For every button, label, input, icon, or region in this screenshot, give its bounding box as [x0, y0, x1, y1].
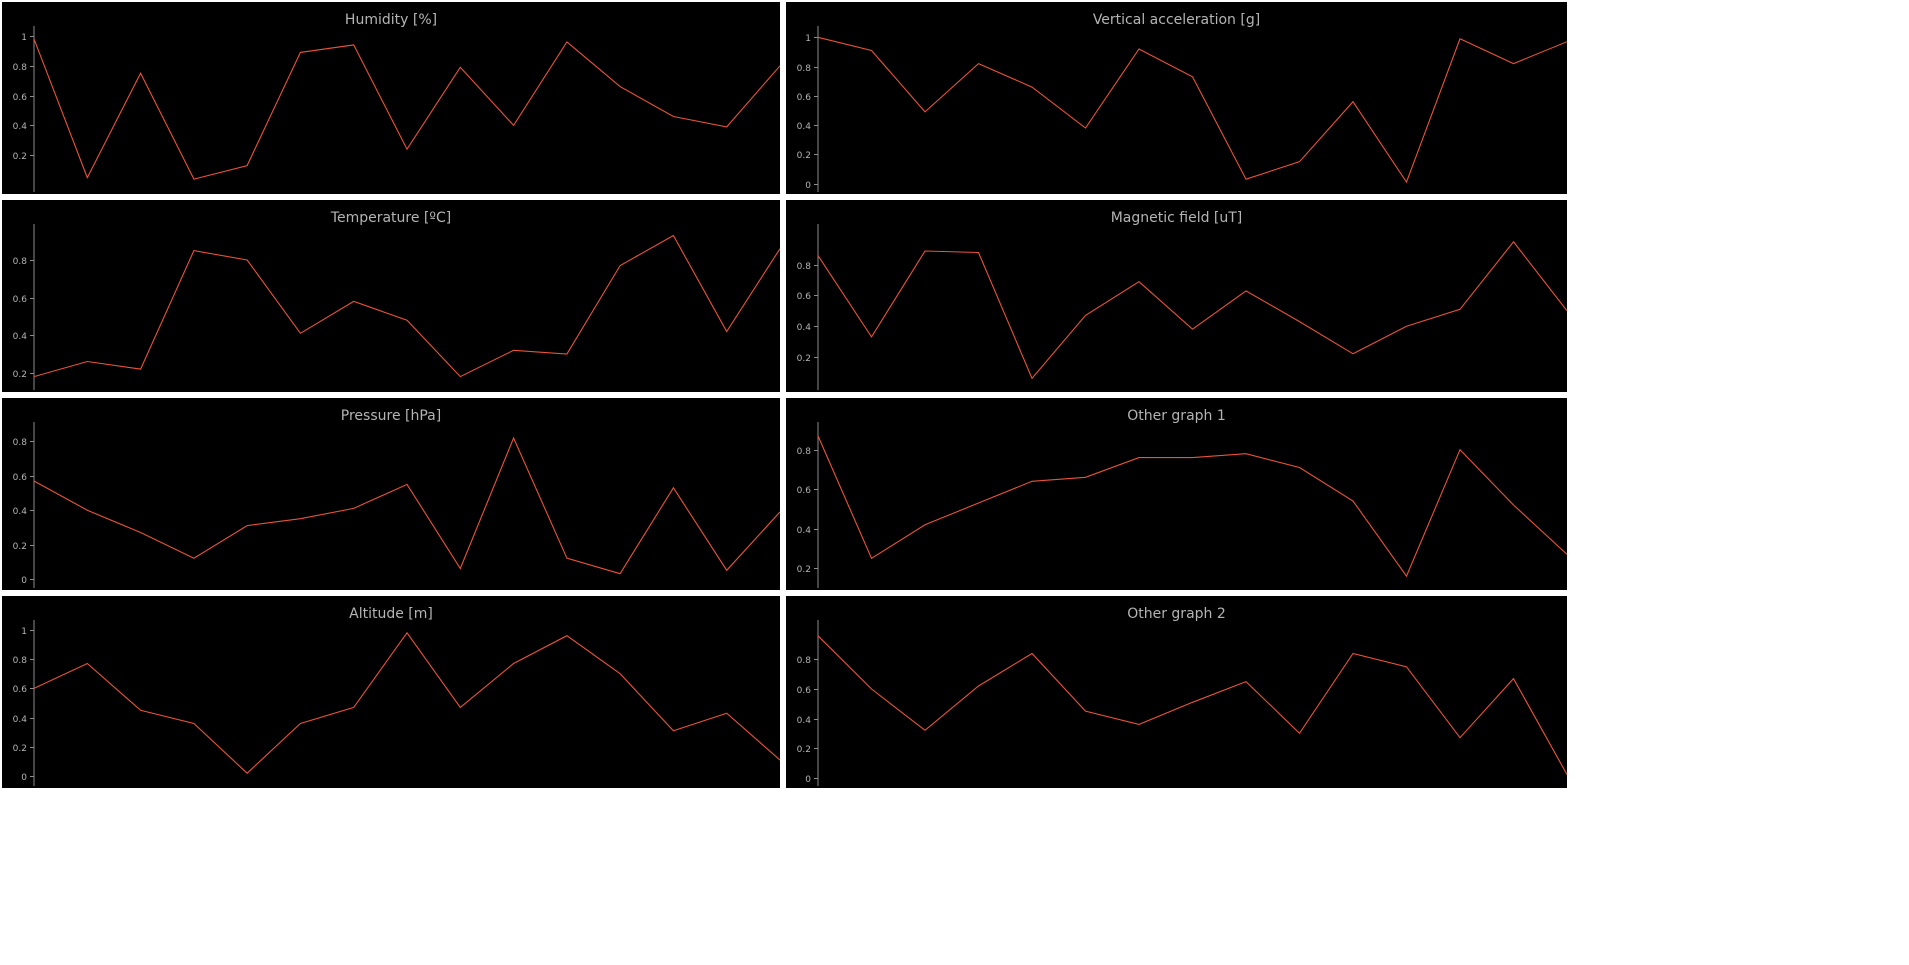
y-tick-label: 0.6 — [13, 295, 28, 305]
y-tick-label: 0.8 — [13, 656, 28, 666]
y-tick-label: 0.4 — [797, 122, 812, 132]
temperature-panel: Temperature [ºC] 0.8 0.6 0.4 0.2 — [2, 200, 780, 392]
other-graph-2-chart: 0.8 0.6 0.4 0.2 0 — [797, 620, 1567, 786]
series-line — [817, 36, 1567, 184]
pressure-chart: 0.8 0.6 0.4 0.2 0 — [13, 422, 780, 588]
chart-title: Other graph 2 — [1127, 606, 1226, 622]
y-tick-label: 0.4 — [13, 122, 28, 132]
magnetic-field-panel: Magnetic field [uT] 0.8 0.6 0.4 0.2 — [786, 200, 1567, 392]
y-tick-label: 0 — [805, 181, 811, 191]
y-tick-label: 0.2 — [797, 565, 811, 575]
y-tick-label: 0.2 — [797, 151, 811, 161]
chart-title: Pressure [hPa] — [340, 408, 442, 424]
y-tick-label: 0.4 — [13, 715, 28, 725]
humidity-chart: 1 0.8 0.6 0.4 0.2 — [13, 26, 780, 192]
chart-title: Altitude [m] — [349, 606, 433, 622]
series-line — [33, 234, 780, 378]
y-tick-label: 0 — [21, 773, 27, 783]
y-tick-label: 0.4 — [797, 716, 812, 726]
series-line — [33, 436, 780, 575]
y-tick-label: 0 — [805, 775, 811, 785]
series-line — [817, 435, 1567, 578]
series-line — [33, 38, 780, 180]
y-tick-label: 0.4 — [797, 323, 812, 333]
other-graph-2-panel: Other graph 2 0.8 0.6 0.4 0.2 0 — [786, 596, 1567, 788]
y-tick-label: 0.2 — [13, 744, 27, 754]
series-line — [817, 240, 1567, 380]
y-tick-label: 0.6 — [13, 93, 28, 103]
vertical-acceleration-panel: Vertical acceleration [g] 1 0.8 0.6 0.4 0.2 0 — [786, 2, 1567, 194]
other-graph-1-chart: 0.8 0.6 0.4 0.2 — [797, 422, 1567, 588]
y-tick-label: 0.2 — [797, 745, 811, 755]
y-tick-label: 0 — [21, 576, 27, 586]
y-tick-label: 0.8 — [13, 257, 28, 267]
y-tick-label: 0.4 — [797, 526, 812, 536]
chart-title: Other graph 1 — [1127, 408, 1226, 424]
altitude-chart: 1 0.8 0.6 0.4 0.2 0 — [13, 620, 780, 786]
temperature-chart: 0.8 0.6 0.4 0.2 — [13, 224, 780, 390]
magnetic-field-chart: 0.8 0.6 0.4 0.2 — [797, 224, 1567, 390]
series-line — [33, 631, 780, 774]
chart-title: Magnetic field [uT] — [1110, 210, 1243, 226]
y-tick-label: 1 — [805, 34, 811, 44]
y-tick-label: 0.6 — [797, 292, 812, 302]
chart-title: Vertical acceleration [g] — [1092, 12, 1261, 28]
y-tick-label: 0.6 — [13, 685, 28, 695]
series-line — [817, 635, 1567, 775]
y-tick-label: 1 — [21, 627, 27, 637]
y-tick-label: 1 — [21, 33, 27, 43]
pressure-panel: Pressure [hPa] 0.8 0.6 0.4 0.2 0 — [2, 398, 780, 590]
vertical-acceleration-chart: 1 0.8 0.6 0.4 0.2 0 — [797, 26, 1567, 192]
y-tick-label: 0.6 — [797, 686, 812, 696]
y-tick-label: 0.8 — [797, 656, 812, 666]
y-tick-label: 0.6 — [13, 473, 28, 483]
y-tick-label: 0.8 — [797, 64, 812, 74]
y-tick-label: 0.8 — [13, 438, 28, 448]
y-tick-label: 0.2 — [13, 152, 27, 162]
other-graph-1-panel: Other graph 1 0.8 0.6 0.4 0.2 — [786, 398, 1567, 590]
y-tick-label: 0.8 — [797, 262, 812, 272]
y-tick-label: 0.4 — [13, 332, 28, 342]
y-tick-label: 0.8 — [797, 447, 812, 457]
chart-title: Humidity [%] — [344, 12, 438, 28]
y-tick-label: 0.2 — [13, 542, 27, 552]
humidity-panel: Humidity [%] 1 0.8 0.6 0.4 0.2 — [2, 2, 780, 194]
y-tick-label: 0.6 — [797, 486, 812, 496]
y-tick-label: 0.4 — [13, 507, 28, 517]
y-tick-label: 0.6 — [797, 93, 812, 103]
chart-title: Temperature [ºC] — [330, 210, 452, 226]
y-tick-label: 0.2 — [13, 370, 27, 380]
altitude-panel: Altitude [m] 1 0.8 0.6 0.4 0.2 0 — [2, 596, 780, 788]
y-tick-label: 0.8 — [13, 63, 28, 73]
y-tick-label: 0.2 — [797, 354, 811, 364]
